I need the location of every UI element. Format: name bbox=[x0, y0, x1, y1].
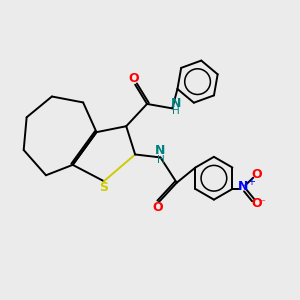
Text: O: O bbox=[251, 168, 262, 181]
Text: O: O bbox=[152, 202, 163, 214]
Text: H: H bbox=[157, 155, 164, 165]
Text: O: O bbox=[251, 197, 262, 210]
Text: N: N bbox=[238, 180, 248, 193]
Text: +: + bbox=[247, 177, 255, 188]
Text: ⁻: ⁻ bbox=[259, 198, 265, 208]
Text: O: O bbox=[128, 72, 139, 85]
Text: N: N bbox=[171, 97, 181, 110]
Text: H: H bbox=[172, 106, 180, 116]
Text: N: N bbox=[155, 144, 166, 158]
Text: S: S bbox=[99, 181, 108, 194]
